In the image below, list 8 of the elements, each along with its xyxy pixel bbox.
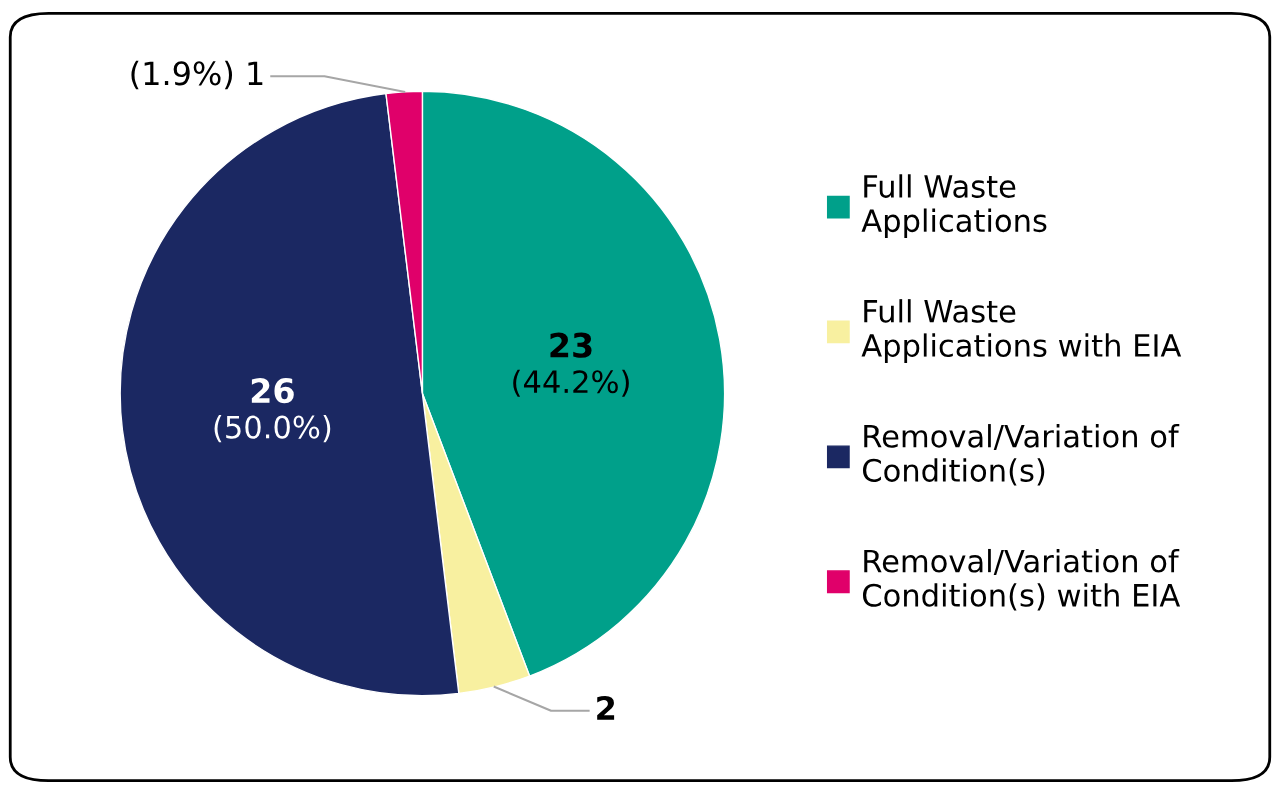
data-label: 23 (44.2%)	[513, 332, 629, 397]
legend-label: Full Waste Applications	[861, 174, 1047, 239]
data-label: 2	[597, 695, 615, 720]
legend-label: Removal/Variation of Condition(s) with EIA	[862, 548, 1181, 611]
legend-label: Removal/Variation of Condition(s)	[862, 424, 1180, 486]
data-label: (1.9%) 1	[131, 60, 263, 90]
data-label: 26 (50.0%)	[214, 378, 331, 443]
legend-label: Full Waste Applications with EIA	[861, 299, 1182, 363]
